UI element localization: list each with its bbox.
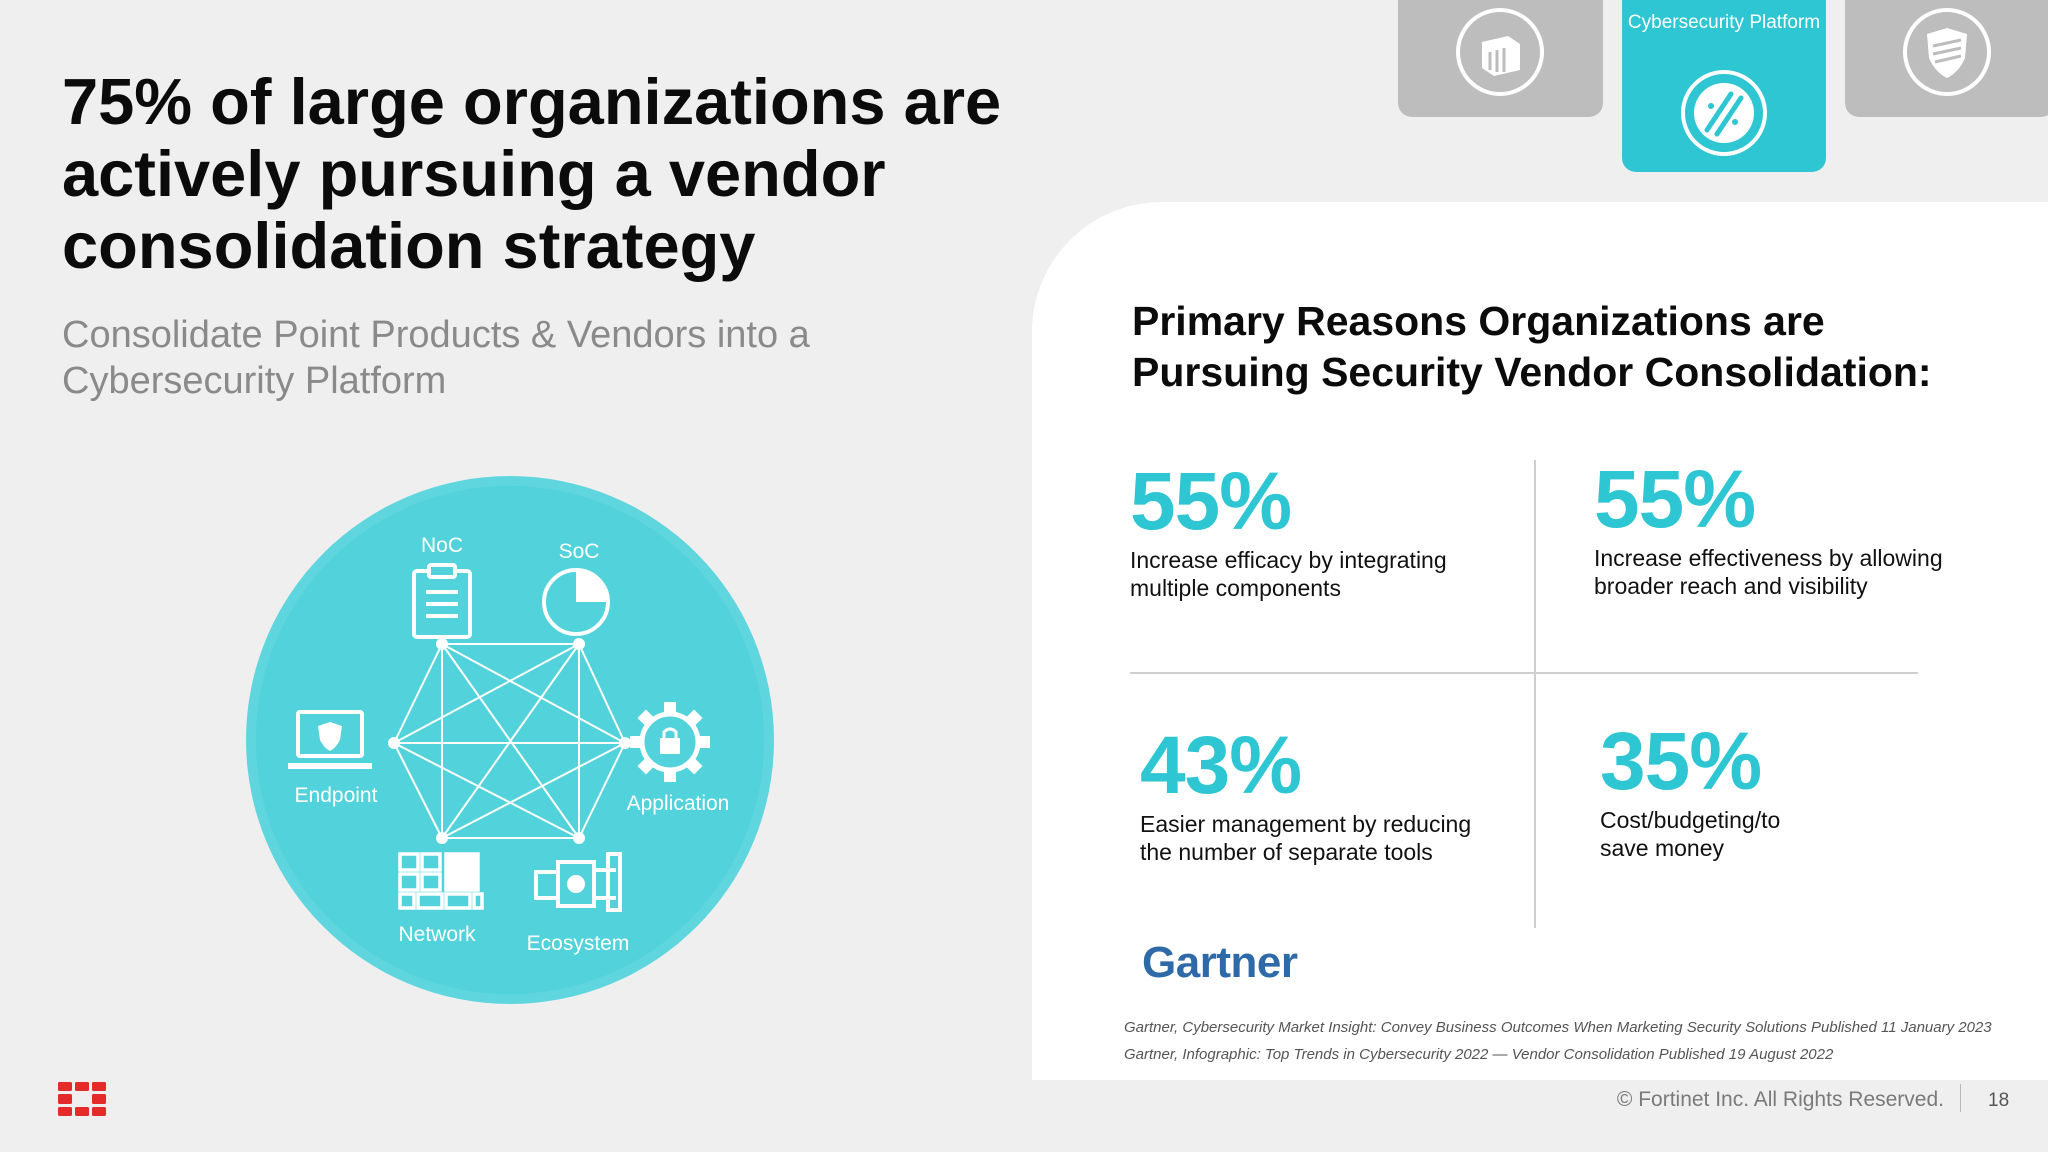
source-citation: Gartner, Infographic: Top Trends in Cybe… xyxy=(1124,1046,1834,1063)
security-fabric-diagram: NoC SoC Endpoint xyxy=(240,470,780,1010)
slide-subhead: Consolidate Point Products & Vendors int… xyxy=(62,314,810,402)
gartner-logo: Gartner xyxy=(1142,938,1298,987)
quadrant-divider-horizontal xyxy=(1130,672,1918,674)
tab-network[interactable] xyxy=(1398,0,1603,117)
stat-management: 43% Easier management by reducing the nu… xyxy=(1140,722,1540,866)
stat-effectiveness: 55% Increase effectiveness by allowing b… xyxy=(1594,456,1994,600)
consolidation-panel xyxy=(1032,202,2048,1080)
node-label-endpoint: Endpoint xyxy=(295,784,378,807)
cybersecurity-platform-icon xyxy=(1681,70,1767,156)
tab-label: Cybersecurity Platform xyxy=(1627,12,1821,33)
shield-icon xyxy=(1903,8,1991,96)
gear-lock-icon xyxy=(630,702,710,782)
stat-description: Cost/budgeting/to save money xyxy=(1600,807,1781,861)
tab-cybersecurity-platform[interactable]: Cybersecurity Platform xyxy=(1622,0,1826,172)
network-icon xyxy=(1456,8,1544,96)
copyright-text: © Fortinet Inc. All Rights Reserved. xyxy=(1616,1088,1944,1111)
firewall-grid-icon xyxy=(398,852,484,910)
mesh-network-lines xyxy=(393,643,626,839)
fortinet-logo-icon xyxy=(58,1082,106,1116)
stat-description: Increase effectiveness by allowing broad… xyxy=(1594,545,1943,599)
node-label-noc: NoC xyxy=(421,534,463,557)
panel-title: Primary Reasons Organizations are Pursui… xyxy=(1132,298,1932,395)
node-label-ecosystem: Ecosystem xyxy=(527,932,630,955)
slide-headline: 75% of large organizations are actively … xyxy=(62,65,1002,282)
page-number: 18 xyxy=(1988,1090,2010,1111)
stat-percentage: 35% xyxy=(1600,716,1762,807)
node-label-network: Network xyxy=(398,923,476,946)
footer-divider xyxy=(1960,1084,1961,1112)
stat-efficacy: 55% Increase efficacy by integrating mul… xyxy=(1130,458,1530,602)
stat-percentage: 43% xyxy=(1140,720,1302,811)
stat-cost: 35% Cost/budgeting/to save money xyxy=(1600,718,2000,862)
node-label-application: Application xyxy=(627,792,730,815)
quadrant-divider-vertical xyxy=(1534,460,1536,928)
laptop-shield-icon xyxy=(288,710,372,769)
clipboard-icon xyxy=(412,563,472,639)
stat-description: Increase efficacy by integrating multipl… xyxy=(1130,547,1447,601)
source-citation: Gartner, Cybersecurity Market Insight: C… xyxy=(1124,1019,1992,1036)
tab-security[interactable] xyxy=(1845,0,2048,117)
stat-description: Easier management by reducing the number… xyxy=(1140,811,1472,865)
stat-percentage: 55% xyxy=(1594,454,1756,545)
stat-percentage: 55% xyxy=(1130,456,1292,547)
node-label-soc: SoC xyxy=(559,540,600,563)
plug-connector-icon xyxy=(534,852,622,912)
pie-chart-icon xyxy=(542,568,610,636)
